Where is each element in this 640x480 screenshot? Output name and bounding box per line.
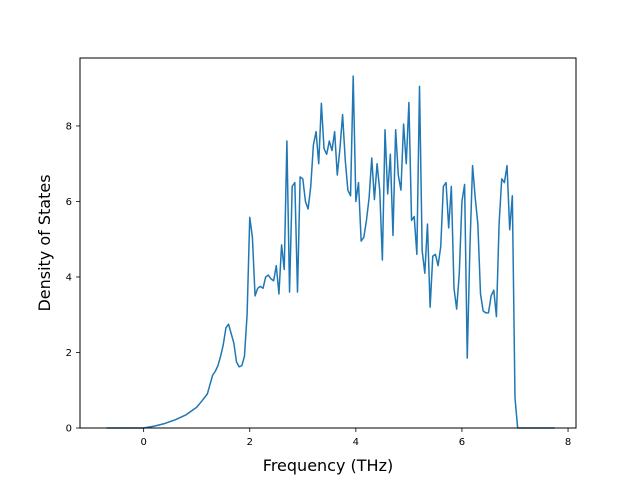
plot-area	[80, 58, 576, 428]
x-tick-label: 4	[353, 437, 359, 448]
x-tick-label: 8	[565, 437, 571, 448]
y-tick-label: 0	[66, 424, 72, 435]
x-axis-label: Frequency (THz)	[263, 456, 393, 475]
y-tick-label: 2	[66, 348, 72, 359]
x-axis-ticks: 0 2 4 6 8	[140, 428, 571, 448]
series-line-0	[106, 75, 555, 429]
y-tick-label: 4	[66, 272, 72, 283]
x-tick-label: 6	[459, 437, 465, 448]
y-axis-ticks: 0 2 4 6 8	[66, 121, 80, 435]
y-axis-label: Density of States	[35, 174, 54, 311]
data-layer	[106, 75, 555, 429]
y-tick-label: 8	[66, 121, 72, 132]
x-tick-label: 2	[247, 437, 253, 448]
x-tick-label: 0	[140, 437, 146, 448]
plot-frame	[79, 57, 577, 429]
y-tick-label: 6	[66, 197, 72, 208]
